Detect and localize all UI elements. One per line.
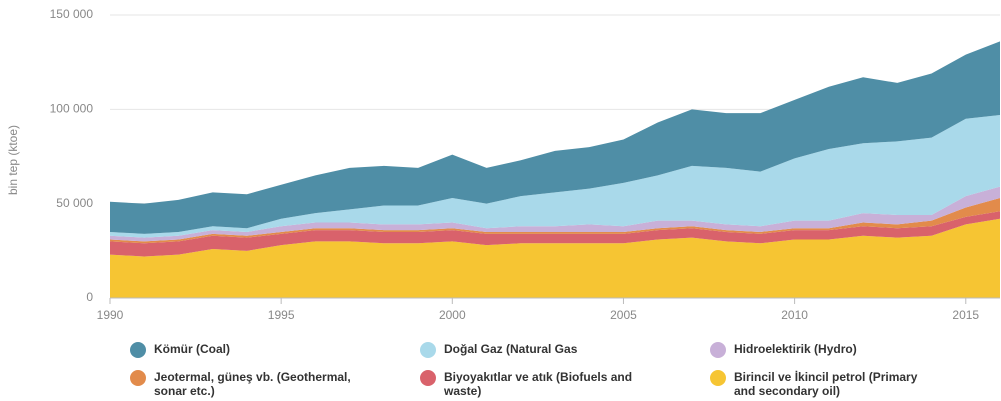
area xyxy=(110,218,1000,298)
area xyxy=(110,41,1000,234)
legend: Kömür (Coal) Doğal Gaz (Natural Gas Hidroe… xyxy=(130,342,1000,398)
legend-item[interactable]: Hidroelektirik (Hydro) xyxy=(710,342,1000,370)
legend-label: Hidroelektirik (Hydro) xyxy=(734,342,857,356)
y-tick-label: 0 xyxy=(86,290,93,304)
legend-label: Birincil ve İkincil petrol (Primary and … xyxy=(734,370,918,398)
y-tick-label: 50 000 xyxy=(56,196,93,210)
x-tick-label: 1990 xyxy=(97,308,124,322)
legend-swatch xyxy=(420,342,436,358)
x-tick-label: 2005 xyxy=(610,308,637,322)
x-tick-label: 2000 xyxy=(439,308,466,322)
area xyxy=(110,186,1000,242)
legend-label: Doğal Gaz (Natural Gas xyxy=(444,342,578,356)
x-tick-label: 2010 xyxy=(781,308,808,322)
legend-label: Kömür (Coal) xyxy=(154,342,230,356)
y-tick-label: 150 000 xyxy=(50,7,94,21)
legend-swatch xyxy=(130,370,146,386)
legend-swatch xyxy=(710,370,726,386)
legend-label: Biyoyakıtlar ve atık (Biofuels and waste… xyxy=(444,370,633,398)
legend-item[interactable]: Doğal Gaz (Natural Gas xyxy=(420,342,710,370)
legend-swatch xyxy=(130,342,146,358)
x-tick-label: 1995 xyxy=(268,308,295,322)
chart: bin tep (ktoe) 0 50 000 100 000 150 000 1990… xyxy=(6,7,1000,322)
legend-swatch xyxy=(420,370,436,386)
legend-item[interactable]: Birincil ve İkincil petrol (Primary and … xyxy=(710,370,1000,398)
y-tick-label: 100 000 xyxy=(50,102,94,116)
x-tick-label: 2015 xyxy=(952,308,979,322)
legend-item[interactable]: Kömür (Coal) xyxy=(130,342,420,370)
legend-swatch xyxy=(710,342,726,358)
legend-item[interactable]: Jeotermal, güneş vb. (Geothermal, sonar … xyxy=(130,370,420,398)
legend-item[interactable]: Biyoyakıtlar ve atık (Biofuels and waste… xyxy=(420,370,710,398)
area xyxy=(110,114,1000,238)
y-axis-label: bin tep (ktoe) xyxy=(6,125,20,195)
legend-label: Jeotermal, güneş vb. (Geothermal, sonar … xyxy=(154,370,351,398)
